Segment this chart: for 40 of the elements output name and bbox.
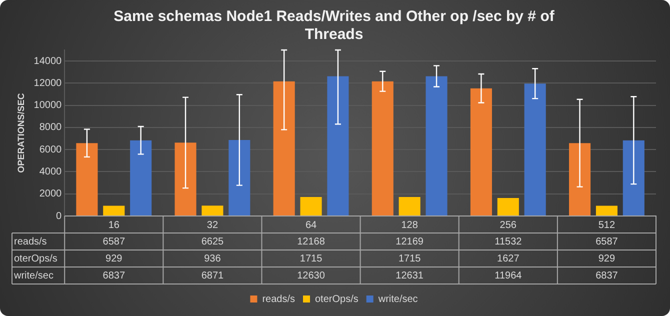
data-label: 12630 (297, 270, 326, 282)
y-tick-label: 8000 (39, 122, 62, 134)
y-tick-label: 10000 (34, 100, 62, 112)
text: oterOps/s (14, 253, 58, 264)
x-tick-label: 512 (598, 220, 616, 231)
y-tick-label: 2000 (39, 188, 62, 200)
y-tick-label: 6000 (39, 144, 62, 156)
data-label: 11964 (494, 270, 522, 282)
y-tick-label: 12000 (34, 78, 62, 89)
data-label: 6837 (596, 270, 618, 282)
legend-label: reads/s (262, 294, 295, 305)
legend-label: oterOps/s (314, 294, 358, 305)
y-axis-title: OPERATIONS/SEC (16, 92, 26, 173)
x-tick-label: 16 (108, 220, 120, 231)
data-label: 11532 (494, 236, 522, 248)
data-label: 6587 (102, 236, 126, 248)
data-label: 12631 (396, 270, 424, 282)
data-label: 929 (106, 253, 123, 264)
x-tick-label: 64 (305, 220, 318, 231)
text: write/sec (14, 270, 54, 282)
data-label: 12168 (297, 236, 326, 248)
chart-title: Same schemas Node1 Reads/Writes and Other op /sec by # of Threads (114, 8, 556, 44)
y-tick-label: 14000 (34, 56, 62, 67)
y-tick-label: 4000 (39, 166, 62, 178)
x-tick-label: 256 (500, 220, 517, 231)
data-label: 929 (598, 253, 616, 264)
data-label: 1627 (497, 253, 520, 264)
data-label: 1715 (300, 253, 323, 264)
legend-label: write/sec (377, 294, 418, 305)
y-tick-label: 0 (56, 210, 62, 222)
x-tick-label: 128 (401, 220, 418, 231)
data-label: 12169 (396, 236, 424, 248)
data-label: 6837 (102, 270, 126, 282)
data-label: 6625 (201, 236, 224, 248)
data-label: 6871 (201, 270, 224, 282)
data-label: 936 (204, 253, 222, 264)
text: reads/s (14, 236, 47, 248)
data-label: 1715 (398, 253, 422, 264)
data-label: 6587 (596, 236, 618, 248)
x-tick-label: 32 (206, 220, 218, 231)
